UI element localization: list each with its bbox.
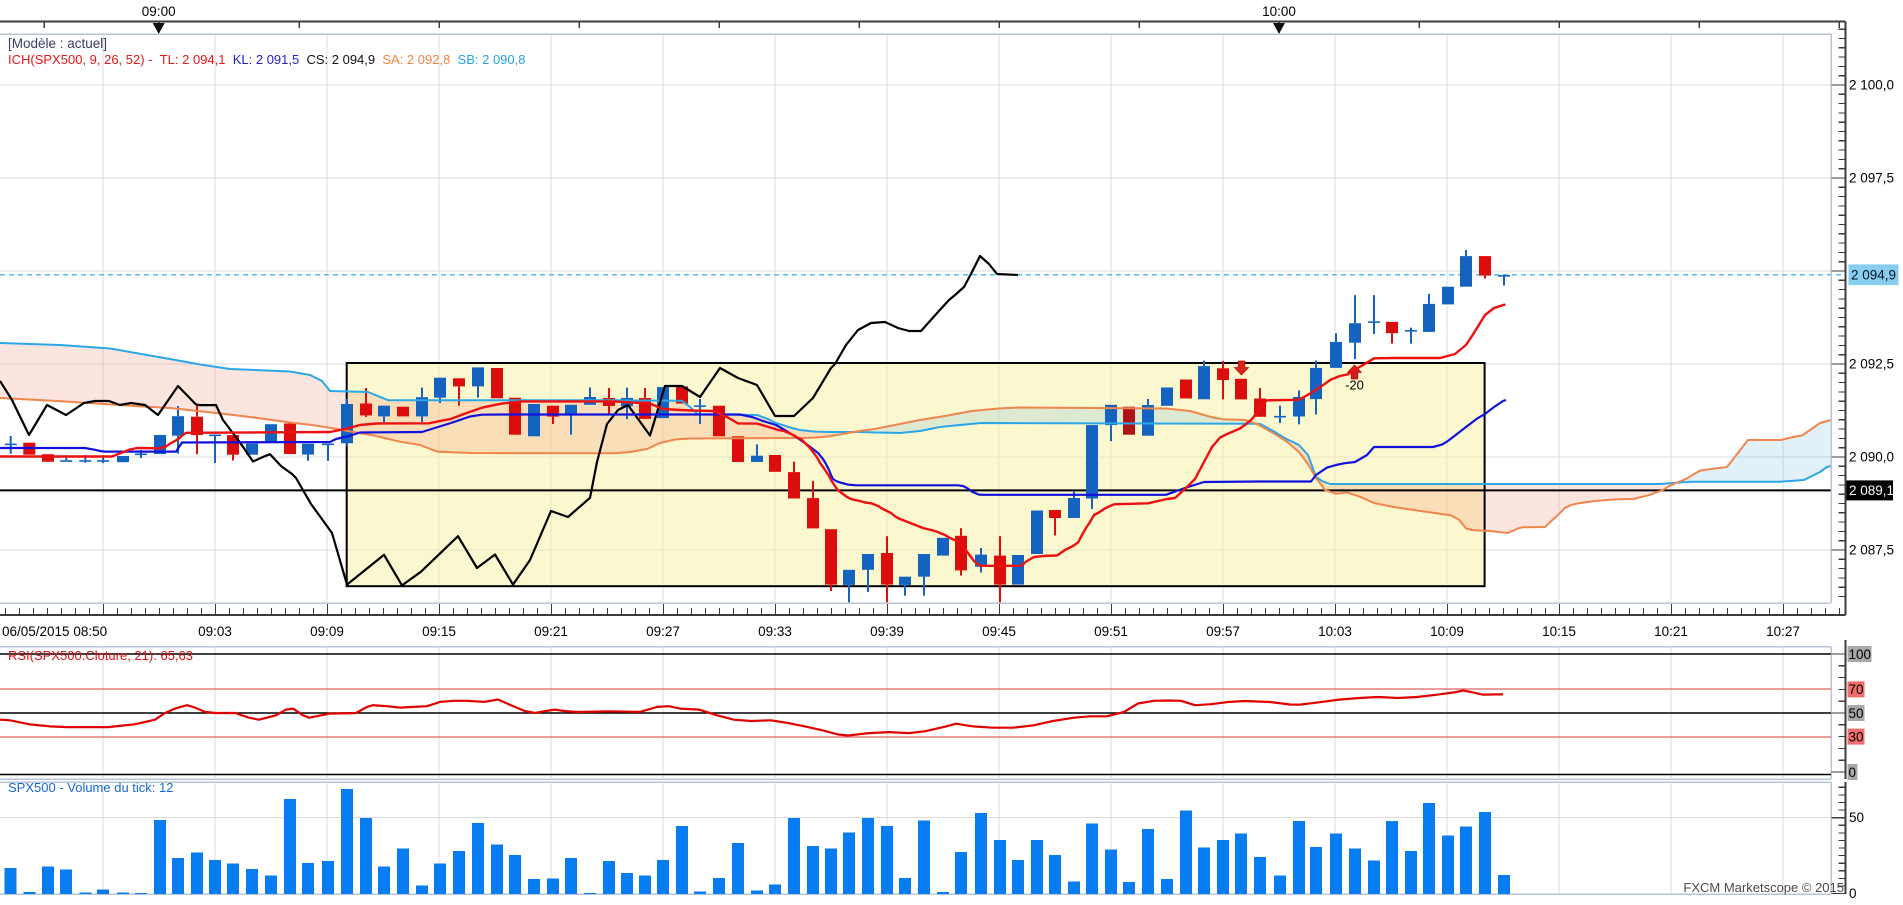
svg-text:10:00: 10:00 — [1262, 4, 1296, 19]
svg-text:09:33: 09:33 — [758, 624, 792, 639]
svg-text:2 089,1: 2 089,1 — [1849, 483, 1894, 498]
svg-text:09:21: 09:21 — [534, 624, 568, 639]
svg-text:2 092,5: 2 092,5 — [1849, 357, 1894, 372]
svg-text:09:15: 09:15 — [422, 624, 456, 639]
svg-text:50: 50 — [1849, 706, 1864, 721]
svg-text:06/05/2015 08:50: 06/05/2015 08:50 — [2, 624, 107, 639]
svg-text:-20: -20 — [1345, 378, 1364, 393]
svg-text:RSI(SPX500.Cloture, 21): 65,63: RSI(SPX500.Cloture, 21): 65,63 — [8, 648, 193, 663]
svg-text:2 100,0: 2 100,0 — [1849, 78, 1894, 93]
svg-text:2 097,5: 2 097,5 — [1849, 171, 1894, 186]
svg-text:09:00: 09:00 — [142, 4, 176, 19]
svg-text:2 087,5: 2 087,5 — [1849, 543, 1894, 558]
svg-text:[Modèle : actuel]: [Modèle : actuel] — [8, 36, 107, 51]
svg-text:0: 0 — [1849, 886, 1857, 900]
svg-text:50: 50 — [1849, 810, 1864, 825]
svg-text:09:39: 09:39 — [870, 624, 904, 639]
svg-text:SPX500 - Volume du tick: 12: SPX500 - Volume du tick: 12 — [8, 780, 173, 795]
svg-text:10:15: 10:15 — [1542, 624, 1576, 639]
svg-text:09:03: 09:03 — [198, 624, 232, 639]
svg-text:30: 30 — [1849, 729, 1864, 744]
svg-text:09:09: 09:09 — [310, 624, 344, 639]
svg-text:0: 0 — [1849, 765, 1857, 780]
svg-text:70: 70 — [1849, 682, 1864, 697]
svg-text:10:27: 10:27 — [1766, 624, 1800, 639]
svg-text:2 094,9: 2 094,9 — [1851, 268, 1896, 283]
svg-text:09:27: 09:27 — [646, 624, 680, 639]
svg-text:100: 100 — [1849, 647, 1872, 662]
svg-text:09:45: 09:45 — [982, 624, 1016, 639]
svg-text:FXCM Marketscope © 2015: FXCM Marketscope © 2015 — [1683, 880, 1844, 895]
svg-text:ICH(SPX500, 9, 26, 52) - TL:: ICH(SPX500, 9, 26, 52) - TL: 2 094,1 KL:… — [8, 52, 525, 67]
svg-text:2 090,0: 2 090,0 — [1849, 450, 1894, 465]
svg-text:09:51: 09:51 — [1094, 624, 1128, 639]
svg-text:09:57: 09:57 — [1206, 624, 1240, 639]
svg-text:10:03: 10:03 — [1318, 624, 1352, 639]
svg-text:10:21: 10:21 — [1654, 624, 1688, 639]
svg-text:10:09: 10:09 — [1430, 624, 1464, 639]
